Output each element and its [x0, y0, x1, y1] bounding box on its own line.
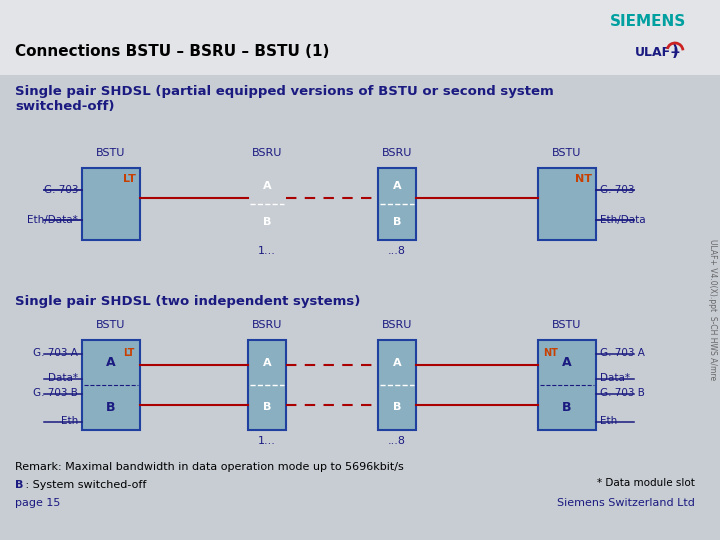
Text: LT: LT: [124, 348, 135, 358]
Text: page 15: page 15: [15, 498, 60, 508]
Text: Data*: Data*: [48, 373, 78, 383]
Text: B: B: [562, 401, 572, 414]
Text: Connections BSTU – BSRU – BSTU (1): Connections BSTU – BSRU – BSTU (1): [15, 44, 329, 59]
Text: ULAF+: ULAF+: [635, 45, 682, 58]
Text: SIEMENS: SIEMENS: [610, 15, 686, 30]
Text: Eth/Data: Eth/Data: [600, 215, 646, 225]
Text: B: B: [393, 402, 401, 413]
Text: Eth: Eth: [600, 416, 617, 426]
Text: A: A: [106, 356, 116, 369]
Text: NT: NT: [543, 348, 558, 358]
Text: BSRU: BSRU: [252, 148, 282, 158]
Text: switched-off): switched-off): [15, 100, 114, 113]
Text: ...8: ...8: [388, 436, 406, 446]
Text: B: B: [263, 217, 271, 227]
Text: A: A: [263, 357, 271, 368]
Text: LT: LT: [123, 174, 136, 184]
Bar: [538, 340, 596, 430]
Text: BSTU: BSTU: [96, 320, 126, 330]
Bar: [0, 0, 720, 75]
Text: Single pair SHDSL (two independent systems): Single pair SHDSL (two independent syste…: [15, 295, 361, 308]
Text: 1...: 1...: [258, 436, 276, 446]
Bar: [248, 340, 286, 430]
Text: A: A: [562, 356, 572, 369]
Bar: [378, 168, 416, 240]
Text: G. 703: G. 703: [43, 185, 78, 194]
Text: Single pair SHDSL (partial equipped versions of BSTU or second system: Single pair SHDSL (partial equipped vers…: [15, 85, 554, 98]
Text: B: B: [15, 480, 23, 490]
Text: BSRU: BSRU: [382, 320, 412, 330]
Text: A: A: [392, 357, 401, 368]
Text: G. 703 A: G. 703 A: [600, 348, 645, 358]
Text: NT: NT: [575, 174, 592, 184]
Text: * Data module slot: * Data module slot: [597, 478, 695, 488]
Bar: [82, 168, 140, 240]
Text: ): ): [672, 44, 679, 59]
Text: BSTU: BSTU: [96, 148, 126, 158]
Text: ULAF+ V4.0(X).ppt  S-CH HWS A/mre: ULAF+ V4.0(X).ppt S-CH HWS A/mre: [708, 239, 718, 381]
Bar: [378, 340, 416, 430]
Bar: [82, 340, 140, 430]
Text: G. 703: G. 703: [600, 185, 634, 194]
Text: : System switched-off: : System switched-off: [22, 480, 146, 490]
Text: A: A: [392, 181, 401, 191]
Text: BSTU: BSTU: [552, 148, 582, 158]
Text: Data*: Data*: [600, 373, 630, 383]
Text: A: A: [263, 181, 271, 191]
Text: BSRU: BSRU: [382, 148, 412, 158]
Text: ...8: ...8: [388, 246, 406, 256]
Text: Remark: Maximal bandwidth in data operation mode up to 5696kbit/s: Remark: Maximal bandwidth in data operat…: [15, 462, 404, 472]
Text: B: B: [263, 402, 271, 413]
Text: Siemens Switzerland Ltd: Siemens Switzerland Ltd: [557, 498, 695, 508]
Text: G. 703 A: G. 703 A: [33, 348, 78, 358]
Text: 1...: 1...: [258, 246, 276, 256]
Text: Eth: Eth: [60, 416, 78, 426]
Bar: [538, 168, 596, 240]
Text: Eth/Data*: Eth/Data*: [27, 215, 78, 225]
Text: BSTU: BSTU: [552, 320, 582, 330]
Text: G. 703 B: G. 703 B: [600, 388, 645, 398]
Text: BSRU: BSRU: [252, 320, 282, 330]
Text: B: B: [393, 217, 401, 227]
Text: B: B: [107, 401, 116, 414]
Text: G. 703 B: G. 703 B: [33, 388, 78, 398]
